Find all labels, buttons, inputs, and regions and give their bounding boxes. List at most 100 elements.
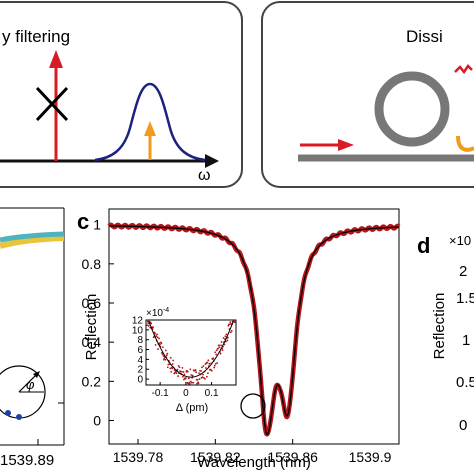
inset-data-point: [191, 374, 194, 377]
inset-data-point: [220, 344, 222, 347]
inset-data-point: [171, 363, 174, 365]
inset-data-point: [154, 332, 157, 335]
panel-d-y-axis-label: Reflection: [431, 293, 448, 360]
inset-y-tick-label: 2: [137, 365, 143, 376]
inset-data-point: [196, 382, 199, 385]
panel-b-xtick-label: 1539.89: [0, 452, 54, 469]
y-tick-label: 0.4: [82, 334, 102, 350]
panel-dissipation-title: Dissi: [406, 27, 443, 46]
inset-data-point: [230, 329, 233, 332]
inset-data-point: [162, 346, 164, 349]
panel-b-teal-trace: [0, 231, 65, 243]
inset-data-point: [219, 352, 222, 355]
inset-data-point: [155, 335, 157, 337]
inset-data-point: [177, 375, 179, 377]
inset-data-point: [218, 344, 220, 347]
inset-data-point: [222, 337, 225, 339]
inset-data-point: [229, 331, 232, 334]
plot-frame: [108, 208, 400, 445]
inset-data-point: [197, 382, 200, 385]
inset-x-tick-label: 0.1: [205, 388, 219, 399]
inset-data-point: [186, 370, 189, 373]
panel-d-ytick-label: 0: [459, 417, 467, 434]
inset-data-point: [188, 382, 191, 385]
scattering-squiggle: [454, 64, 473, 75]
x-tick-label: 1539.78: [113, 449, 164, 465]
inset-data-point: [207, 359, 210, 362]
panel-d-ytick-label: 1: [462, 332, 470, 349]
inset-data-point: [146, 324, 149, 327]
inset-data-point: [204, 377, 206, 380]
inset-data-point: [172, 359, 175, 362]
cross-icon: [35, 86, 69, 122]
inset-y-tick-label: 6: [137, 345, 143, 356]
panel-d-exponent-label: ×10: [449, 233, 471, 248]
inset-data-point: [147, 322, 150, 325]
y-tick-label: 0.2: [82, 373, 102, 389]
panel-a-frame: [0, 1, 243, 188]
panel-b-phasor-vector: [18, 372, 39, 393]
y-axis-label: Reflection: [83, 294, 100, 361]
inset-data-point: [202, 365, 205, 367]
inset-data-point: [192, 381, 195, 384]
inset-data-point: [161, 353, 164, 356]
inset-y-tick-label: 0: [137, 375, 143, 386]
panel-d-ytick-label: 2: [459, 263, 467, 280]
panel-b-yellow-trace: [0, 235, 65, 249]
x-tick-label: 1539.86: [267, 449, 318, 465]
inset-data-point: [233, 321, 236, 324]
inset-data-point: [165, 354, 168, 357]
panel-dissipation: Dissi: [261, 1, 474, 188]
panel-d: d ×10 Reflection 2 1.5 1 0.5 0: [417, 233, 474, 434]
inset-y-tick-label: 4: [137, 355, 143, 366]
panel-b-point: [5, 410, 11, 416]
red-signal-arrowhead: [49, 50, 63, 68]
inset-data-point: [178, 366, 181, 369]
inset-data-point: [209, 368, 212, 371]
fit-series: [108, 225, 400, 436]
inset-data-point: [228, 323, 231, 325]
inset-data-point: [216, 362, 219, 364]
y-tick-label: 0.6: [82, 295, 102, 311]
inset-y-tick-label: 10: [132, 325, 144, 336]
inset-data-point: [213, 364, 216, 367]
inset-data-point: [167, 363, 170, 366]
inset-data-point: [182, 375, 184, 378]
inset-data-point: [214, 351, 217, 354]
panel-a-filtering: y filtering ω: [0, 1, 243, 188]
plot-curves: [107, 222, 401, 437]
inset-data-point: [181, 370, 183, 373]
inset-exponent-label: ×10-4: [146, 307, 169, 319]
inset-data-point: [160, 342, 163, 345]
inset-data-point: [183, 373, 186, 376]
inset-data-point: [171, 367, 174, 370]
input-arrowhead: [338, 139, 354, 151]
filter-lineshape: [94, 82, 206, 162]
inset-data-point: [166, 366, 169, 369]
inset-data-point: [182, 371, 185, 373]
inset-data-point: [200, 370, 202, 372]
y-tick-label: 1: [93, 217, 101, 233]
inset-data-point: [226, 336, 229, 339]
panel-d-label: d: [417, 233, 430, 258]
panel-dissipation-frame: [261, 1, 474, 188]
inset-data-point: [226, 339, 229, 342]
inset-data-point: [208, 362, 211, 365]
inset-data-point: [169, 356, 172, 359]
inset-data-point: [146, 320, 149, 323]
inset-data-point: [190, 374, 193, 376]
inset-data-point: [177, 364, 180, 367]
inset-data-point: [170, 371, 173, 373]
omega-axis-label: ω: [198, 167, 211, 184]
inset-data-point: [205, 367, 207, 369]
inset-data-point: [217, 347, 220, 350]
tick-labels: 1539.78 1539.82 1539.86 1539.9 0 0.2 0.4 0.6 0.8…: [82, 217, 392, 465]
inset-data-point: [169, 367, 172, 370]
panel-c: c 1539.78 1539.82 1539.86 1539.9 0 0.2 0.4 0.6 0…: [77, 208, 401, 471]
inset-data-point: [215, 353, 218, 356]
dip-highlight-circle: [240, 393, 266, 419]
inset-fit-curve: [148, 320, 234, 378]
inset-data-point: [201, 366, 203, 369]
inset-y-tick-label: 8: [137, 335, 143, 346]
